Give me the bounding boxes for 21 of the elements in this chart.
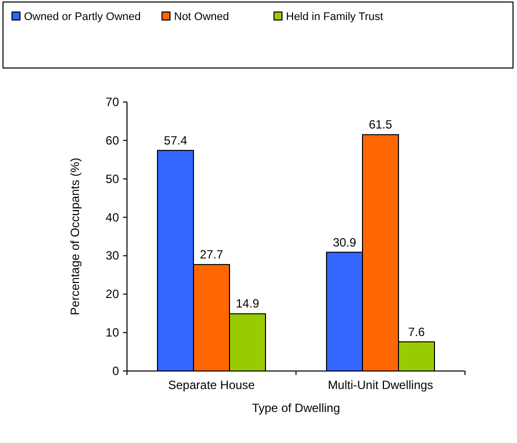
legend-label: Not Owned: [174, 11, 230, 23]
data-label: 7.6: [408, 324, 426, 339]
legend-label: Held in Family Trust: [286, 11, 384, 23]
data-label: 14.9: [236, 296, 260, 311]
data-label: 27.7: [200, 248, 224, 262]
y-tick-label: 60: [106, 133, 120, 148]
y-tick-label: 0: [112, 364, 120, 378]
y-tick-label: 20: [106, 287, 120, 302]
x-tick-label: Separate House: [168, 378, 256, 392]
legend-label: Owned or Partly Owned: [24, 11, 141, 23]
data-label: 61.5: [368, 118, 392, 132]
y-tick-label: 30: [106, 248, 120, 263]
y-tick-label: 40: [106, 210, 120, 224]
y-tick-label: 70: [106, 95, 120, 109]
data-label: 30.9: [332, 235, 356, 250]
y-axis-title: Percentage of Occupants (%): [68, 158, 82, 316]
data-label: 57.4: [164, 133, 188, 148]
x-tick-label: Multi-Unit Dwellings: [328, 378, 434, 392]
y-tick-label: 10: [106, 326, 120, 340]
x-axis-title: Type of Dwelling: [252, 401, 340, 415]
y-tick-label: 50: [106, 172, 120, 186]
